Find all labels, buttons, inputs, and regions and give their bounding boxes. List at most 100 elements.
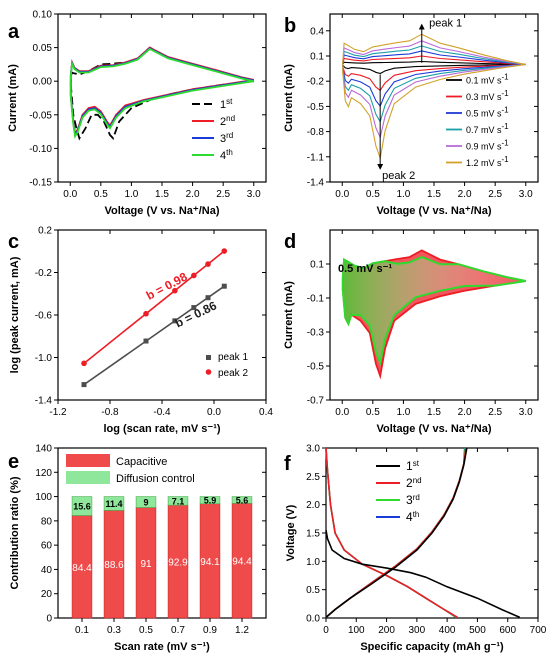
legend-label-0.3-mV-s: 0.3 mV s-1 (466, 89, 509, 102)
x-axis-label-d: Voltage (V vs. Na⁺/Na) (376, 423, 491, 435)
x-tick-label-a: 2.0 (186, 189, 200, 200)
y-tick-label-d: 0.1 (310, 260, 324, 271)
data-point-peak-1 (191, 305, 197, 311)
peak1-label: peak 1 (429, 18, 462, 30)
charge-curve-3rd (325, 447, 467, 619)
data-point-peak-2 (221, 248, 228, 254)
x-tick-label-e: 0.9 (203, 625, 217, 636)
y-tick-label-e: 40 (41, 565, 53, 576)
y-tick-label-e: 80 (41, 516, 53, 527)
legend-label-peak-1: peak 1 (218, 352, 248, 363)
bar-value-capacitive: 94.4 (232, 557, 252, 568)
x-tick-label-f: 0 (323, 625, 329, 636)
data-point-peak-1 (221, 283, 227, 289)
x-tick-label-c: 0.0 (207, 407, 221, 418)
x-tick-label-a: 1.5 (155, 189, 169, 200)
y-tick-label-b: -1.4 (307, 178, 325, 189)
legend-label-0.9-mV-s: 0.9 mV s-1 (466, 139, 509, 152)
x-tick-label-d: 1.5 (427, 407, 441, 418)
bar-diffusion (103, 496, 125, 511)
y-tick-label-e: 120 (35, 468, 52, 479)
bar-value-diffusion: 9 (143, 498, 148, 508)
y-tick-label-b: -0.2 (307, 77, 325, 88)
legend-swatch-diffusion (66, 471, 110, 484)
y-tick-label-e: 60 (41, 541, 53, 552)
y-tick-label-b: 0.4 (310, 26, 324, 37)
legend-label-2nd: 2nd (220, 114, 235, 128)
legend-label-peak-2: peak 2 (218, 368, 248, 379)
cv-curve-1st (69, 46, 255, 141)
fit-line-peak-2 (83, 250, 225, 364)
x-axis-label-f: Specific capacity (mAh g⁻¹) (360, 641, 504, 653)
bar-value-capacitive: 84.4 (72, 563, 92, 574)
data-point-peak-1 (143, 338, 149, 344)
y-tick-label-e: 100 (35, 492, 52, 503)
x-tick-label-c: 0.4 (259, 407, 273, 418)
x-tick-label-a: 2.5 (216, 189, 230, 200)
data-point-peak-1 (205, 295, 211, 301)
y-tick-label-f: 3.0 (306, 444, 320, 455)
y-tick-label-f: 0.0 (306, 614, 320, 625)
data-point-peak-2 (172, 287, 178, 294)
x-tick-label-a: 1.0 (124, 189, 138, 200)
x-tick-label-a: 3.0 (247, 189, 261, 200)
x-tick-label-a: 0.0 (63, 189, 77, 200)
x-tick-label-b: 2.5 (488, 189, 502, 200)
y-tick-label-c: -1.0 (35, 353, 53, 364)
capacitive-area-fill (342, 257, 526, 363)
discharge-curve-4th (325, 447, 457, 619)
x-tick-label-f: 700 (530, 625, 547, 636)
data-point-peak-1 (81, 382, 87, 388)
legend-label-0.1-mV-s: 0.1 mV s-1 (466, 73, 509, 86)
x-tick-label-b: 3.0 (519, 189, 533, 200)
charge-curve-1st (325, 447, 468, 619)
x-tick-label-c: -0.4 (153, 407, 171, 418)
y-tick-label-b: 0.1 (310, 52, 324, 63)
capacitive-cv-curve (341, 256, 526, 367)
data-point-peak-2 (191, 272, 197, 279)
legend-label-1.2-mV-s: 1.2 mV s-1 (466, 155, 509, 168)
x-tick-label-d: 3.0 (519, 407, 533, 418)
x-tick-label-b: 1.0 (396, 189, 410, 200)
y-axis-label-a: Current (mA) (7, 64, 19, 132)
legend-label-3rd: 3rd (220, 131, 233, 145)
x-tick-label-f: 500 (469, 625, 486, 636)
discharge-curve-3rd (325, 447, 458, 619)
bar-value-diffusion: 11.4 (105, 499, 122, 509)
x-tick-label-e: 0.7 (171, 625, 185, 636)
data-point-peak-2 (81, 360, 87, 367)
bar-diffusion (167, 496, 189, 506)
x-tick-label-b: 0.5 (366, 189, 380, 200)
x-tick-label-b: 1.5 (427, 189, 441, 200)
annotation-peak-1: b = 0.86 (173, 298, 219, 330)
legend-label-1st: 1st (406, 459, 420, 473)
legend-label-1st: 1st (220, 97, 233, 111)
y-tick-label-d: -0.7 (307, 396, 325, 407)
discharge-curve-2nd (325, 447, 459, 619)
legend-label-0.7-mV-s: 0.7 mV s-1 (466, 122, 509, 135)
bar-value-capacitive: 94.1 (200, 557, 220, 568)
x-axis-label-e: Scan rate (mV s⁻¹) (114, 641, 210, 653)
legend-swatch-capacitive (66, 454, 110, 467)
y-tick-label-d: -0.3 (307, 328, 325, 339)
y-tick-label-b: -1.1 (307, 152, 325, 163)
x-axis-label-c: log (scan rate, mV s⁻¹) (103, 423, 220, 435)
legend-label-4th: 4th (406, 510, 419, 524)
x-tick-label-d: 0.0 (335, 407, 349, 418)
cv-curve-1.2-mV-s (342, 33, 526, 161)
y-tick-label-b: -0.5 (307, 102, 325, 113)
y-tick-label-a: -0.15 (29, 178, 52, 189)
x-tick-label-f: 400 (439, 625, 456, 636)
y-axis-label-b: Current (mA) (283, 64, 295, 132)
y-tick-label-f: 2.0 (306, 500, 320, 511)
y-axis-label-d: Current (mA) (283, 281, 295, 349)
y-axis-label-c: log (peak current, mA) (9, 256, 21, 373)
y-axis-label-e: Contribution ratio (%) (9, 476, 21, 589)
cv-curve-4th (69, 47, 254, 139)
plot-frame-e (57, 447, 267, 619)
y-tick-label-c: -0.2 (35, 268, 53, 279)
peak2-label: peak 2 (382, 170, 415, 182)
discharge-curve-1st (325, 530, 521, 619)
legend-marker-peak-1 (206, 355, 211, 360)
